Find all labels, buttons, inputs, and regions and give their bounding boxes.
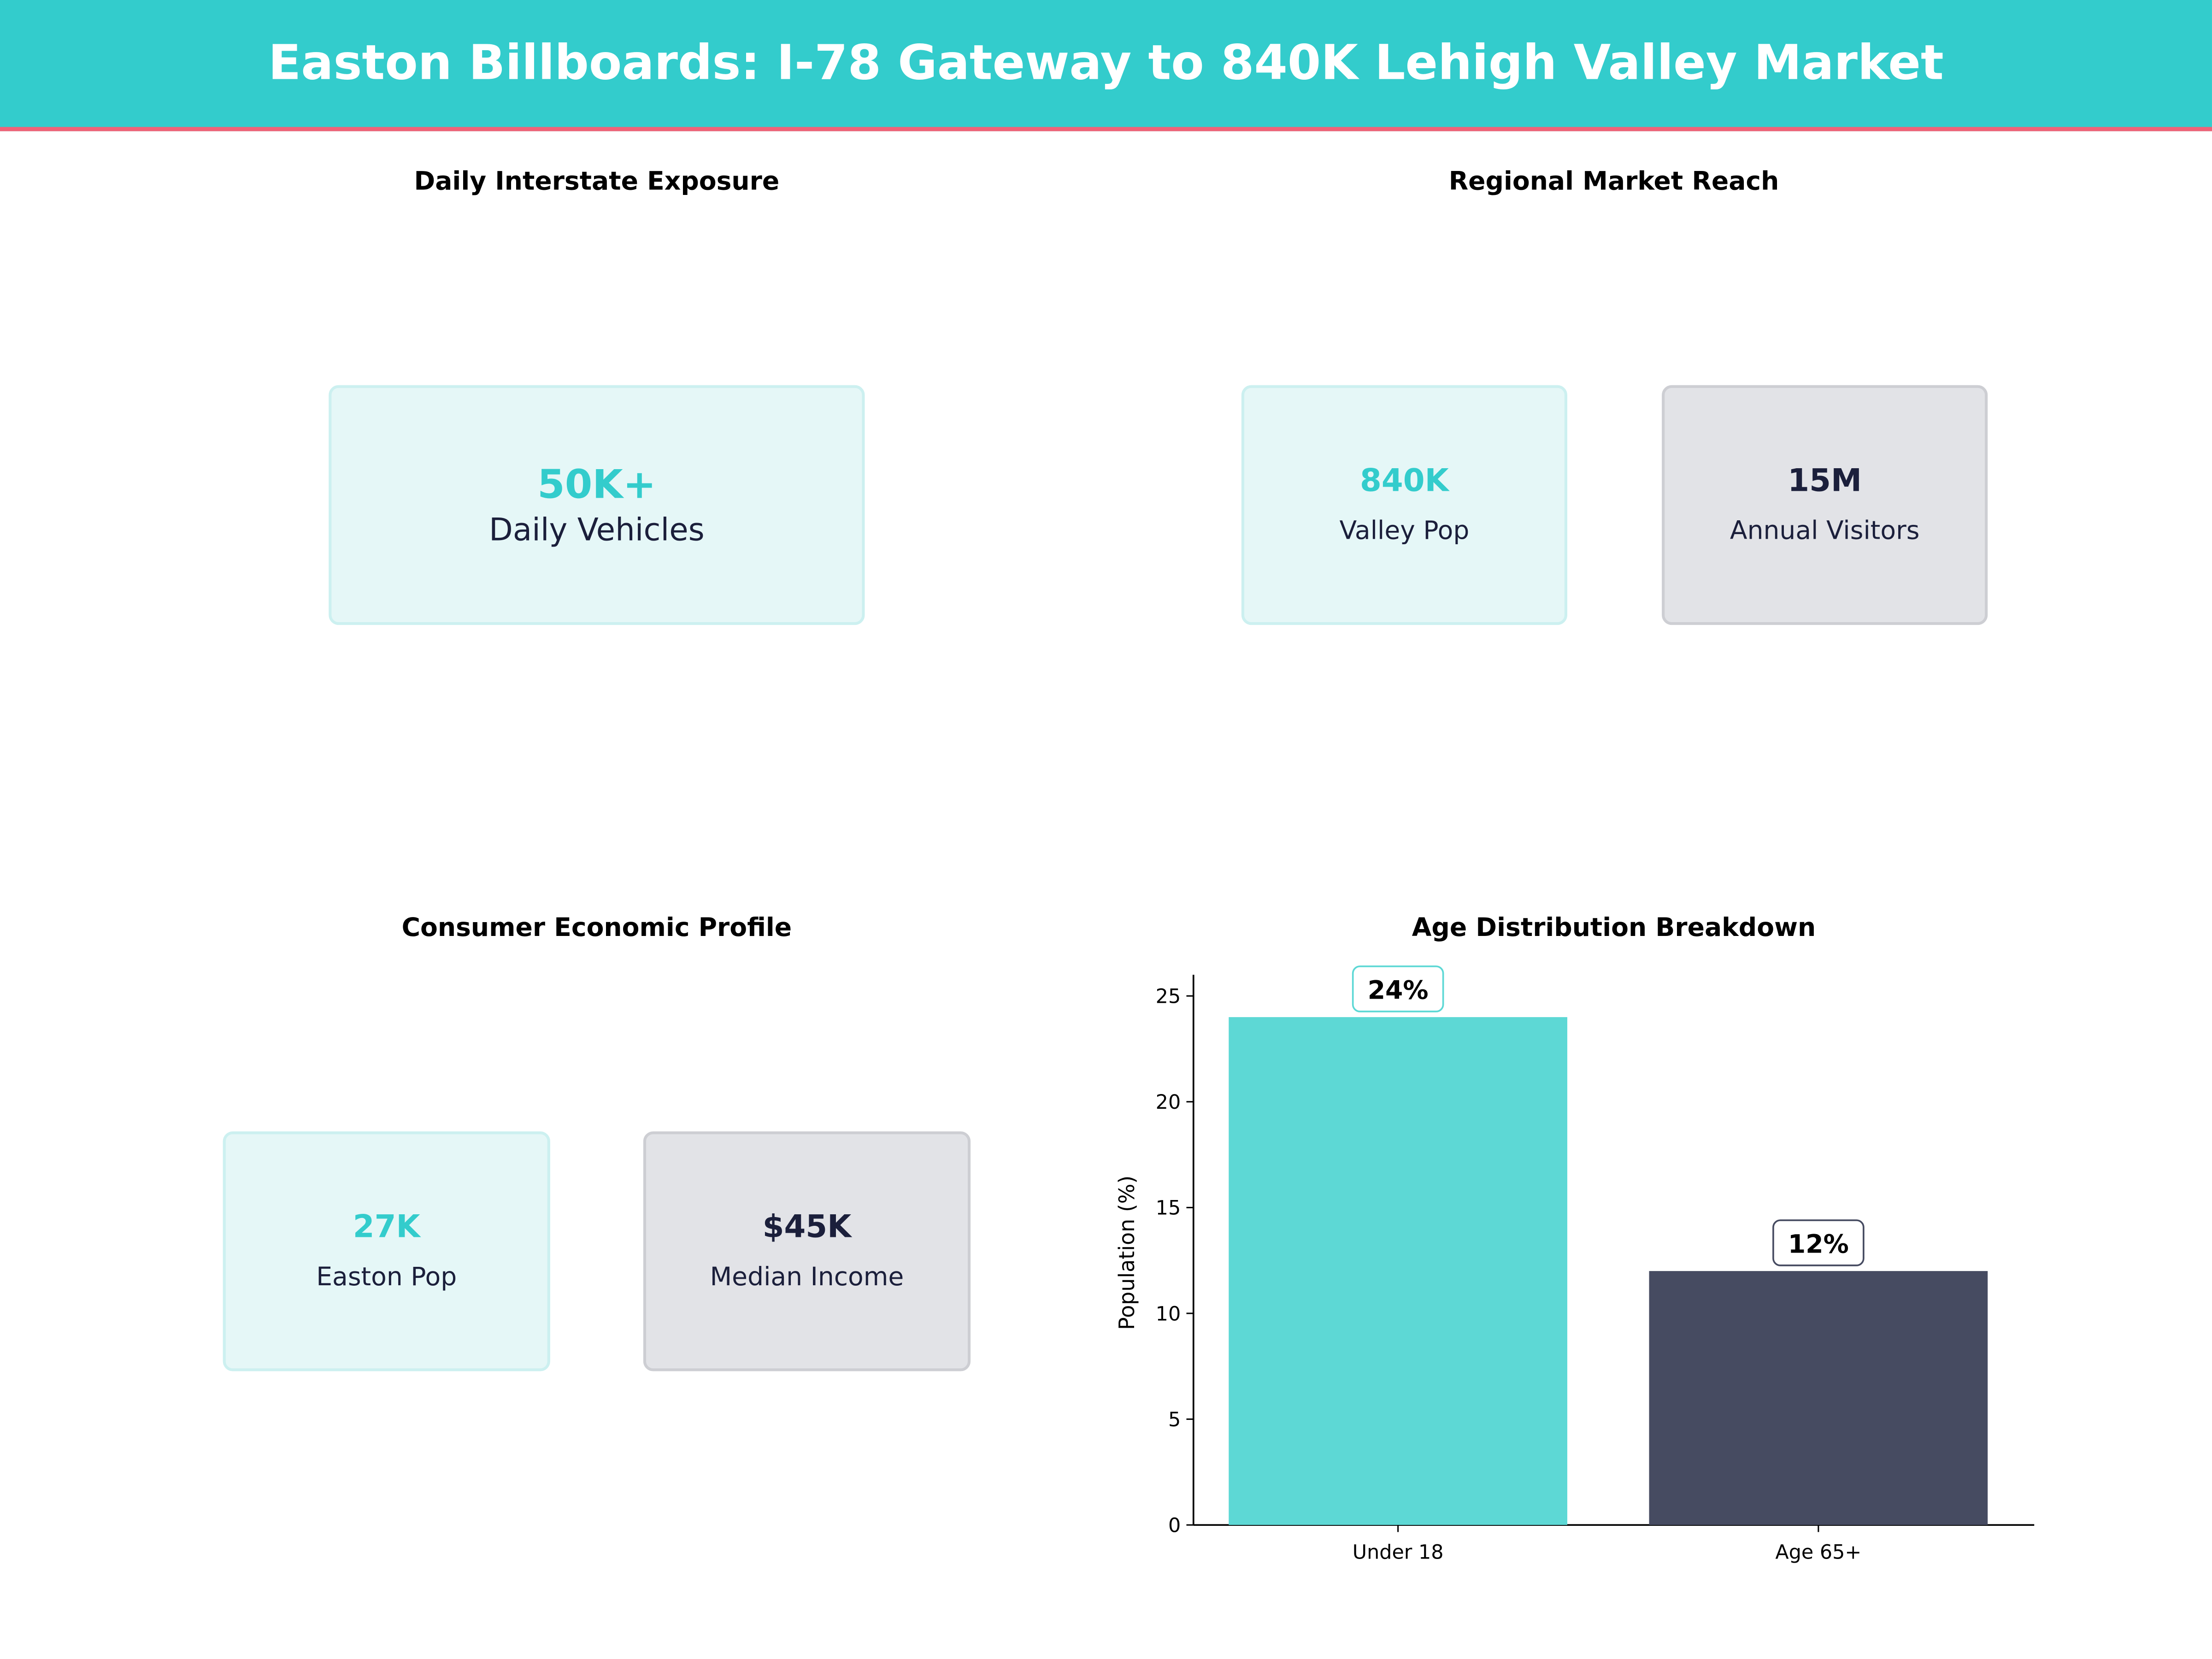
page-title: Easton Billboards: I-78 Gateway to 840K … — [268, 35, 1944, 92]
y-tick-label: 5 — [1168, 1408, 1181, 1431]
stat-card-annual-visitors: 15M Annual Visitors — [1662, 385, 1988, 625]
chart-title: Age Distribution Breakdown — [1412, 913, 1816, 943]
stat-value: 27K — [353, 1210, 420, 1246]
y-axis-label: Population (%) — [1114, 1176, 1139, 1330]
y-tick-label: 0 — [1168, 1514, 1181, 1537]
data-label: 12% — [1788, 1229, 1849, 1259]
stat-card-daily-vehicles: 50K+ Daily Vehicles — [329, 385, 865, 625]
stat-card-easton-pop: 27K Easton Pop — [223, 1131, 550, 1371]
y-tick-label: 20 — [1156, 1091, 1181, 1114]
stat-value: 50K+ — [537, 461, 656, 508]
panel-title-economic: Consumer Economic Profile — [401, 913, 792, 943]
stat-card-median-income: $45K Median Income — [643, 1131, 971, 1371]
panel-title-exposure: Daily Interstate Exposure — [414, 167, 780, 197]
stat-label: Median Income — [710, 1262, 904, 1293]
stat-label: Easton Pop — [316, 1262, 457, 1293]
stat-label: Valley Pop — [1339, 516, 1470, 546]
panel-title-reach: Regional Market Reach — [1448, 167, 1779, 197]
y-tick-label: 25 — [1156, 985, 1181, 1008]
data-label-box — [1352, 965, 1444, 1012]
stat-label: Daily Vehicles — [488, 513, 705, 549]
x-tick-label: Under 18 — [1353, 1541, 1444, 1564]
stat-value: $45K — [762, 1210, 852, 1246]
stat-value: 15M — [1788, 464, 1862, 500]
stat-card-valley-pop: 840K Valley Pop — [1241, 385, 1567, 625]
stat-value: 840K — [1359, 464, 1449, 500]
bar-under-18 — [1229, 1017, 1567, 1525]
data-label: 24% — [1368, 975, 1429, 1005]
x-tick-label: Age 65+ — [1775, 1541, 1861, 1564]
y-tick-label: 15 — [1156, 1197, 1181, 1220]
header-banner: Easton Billboards: I-78 Gateway to 840K … — [0, 0, 2212, 131]
data-label-box — [1772, 1219, 1865, 1266]
bar-age-65- — [1649, 1271, 1988, 1525]
stat-label: Annual Visitors — [1730, 516, 1920, 546]
y-tick-label: 10 — [1156, 1302, 1181, 1325]
